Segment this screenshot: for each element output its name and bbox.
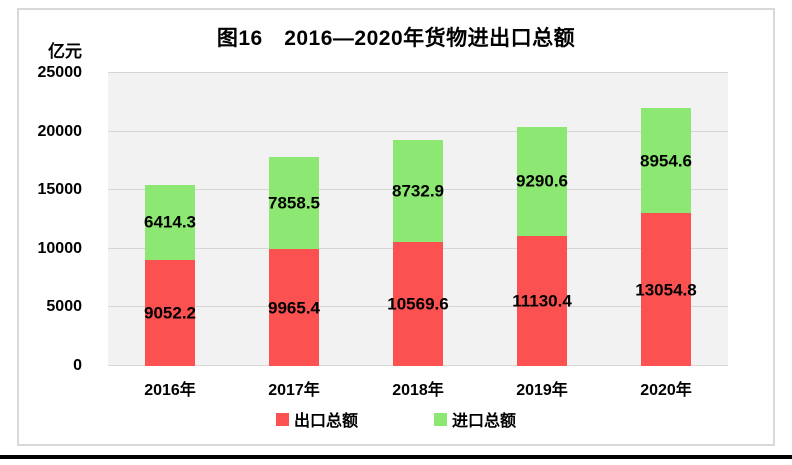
chart-title: 图16 2016—2020年货物进出口总额 [216,27,576,50]
bar-segment: 8732.9 [392,139,444,243]
gridline [108,72,728,73]
legend-swatch-icon [275,412,289,426]
bar-value-label: 9052.2 [144,303,196,323]
bar-segment: 9052.2 [144,259,196,366]
bar-group: 13054.8 8954.6 [604,73,728,366]
bar-segment: 6414.3 [144,184,196,260]
bar-value-label: 9290.6 [516,171,568,191]
stacked-bar: 11130.4 9290.6 [512,73,572,366]
y-axis-tick-labels: 0 5000 10000 15000 20000 25000 [19,65,83,374]
gridline [108,130,728,132]
stacked-bar: 9052.2 6414.3 [144,73,196,366]
bar-value-label: 6414.3 [144,212,196,232]
bar-group: 11130.4 9290.6 [480,73,604,366]
bar-slots: 9052.2 6414.3 9965.4 7858.5 10569.6 8732.9 111… [108,73,728,366]
x-category-label: 2016年 [144,382,196,399]
stacked-bar: 10569.6 8732.9 [387,73,449,366]
legend-label: 进口总额 [452,413,517,430]
bar-value-label: 7858.5 [268,193,320,213]
bar-value-label: 13054.8 [635,280,697,299]
chart-figure: 图16 2016—2020年货物进出口总额 亿元 0 5000 10000 15000… [17,8,775,446]
bar-group: 9965.4 7858.5 [232,73,356,366]
bar-value-label: 8954.6 [640,151,692,171]
bar-segment: 8954.6 [640,108,692,213]
bar-segment: 9965.4 [268,249,320,366]
legend-swatch-icon [434,412,447,426]
y-axis-unit-label: 亿元 [48,42,82,61]
bar-segment: 7858.5 [268,157,320,250]
bar-group: 9052.2 6414.3 [108,73,232,366]
y-tick-label: 10000 [37,239,83,257]
bar-group: 10569.6 8732.9 [356,73,480,366]
stacked-bar: 13054.8 8954.6 [635,73,697,366]
y-tick-label: 20000 [37,122,83,140]
bar-segment: 11130.4 [512,235,572,366]
bar-segment: 13054.8 [635,213,697,366]
legend-item: 进口总额 [434,407,516,431]
legend-label: 出口总额 [293,413,358,430]
horizontal-rule [0,455,792,459]
bar-value-label: 9965.4 [268,298,320,318]
y-tick-label: 15000 [37,181,83,199]
plot-area: 9052.2 6414.3 9965.4 7858.5 10569.6 8732.9 111… [108,72,728,366]
y-tick-label: 5000 [46,298,82,316]
bar-value-label: 10569.6 [387,294,449,314]
stacked-bar: 9965.4 7858.5 [268,73,320,366]
x-category-label: 2020年 [640,382,692,399]
bar-value-label: 8732.9 [392,181,444,201]
x-axis-category-labels: 2016年 2017年 2018年 2019年 2020年 [108,376,728,400]
x-category-label: 2018年 [392,382,444,399]
bar-segment: 9290.6 [516,126,568,236]
y-tick-label: 0 [73,357,82,374]
bar-value-label: 11130.4 [512,291,572,311]
legend-item: 出口总额 [275,407,358,431]
y-tick-label: 25000 [37,64,83,81]
x-category-label: 2019年 [516,382,568,399]
x-category-label: 2017年 [268,382,320,399]
bar-segment: 10569.6 [387,242,449,366]
legend: 出口总额 进口总额 [19,407,773,431]
